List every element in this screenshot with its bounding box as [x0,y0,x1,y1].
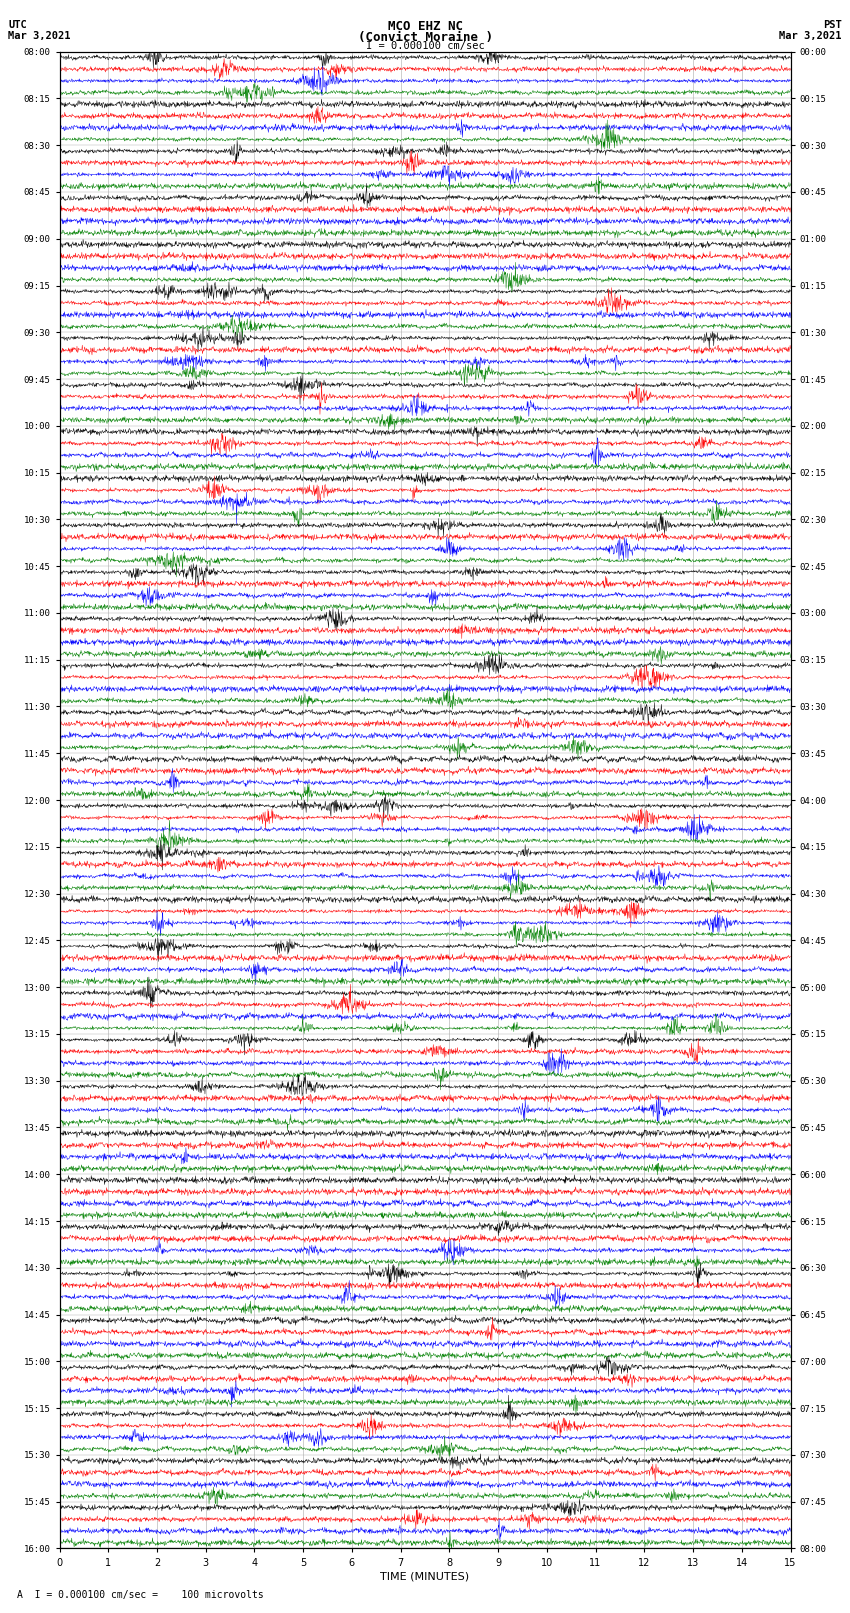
Text: A  I = 0.000100 cm/sec =    100 microvolts: A I = 0.000100 cm/sec = 100 microvolts [17,1590,264,1600]
Text: UTC: UTC [8,19,27,31]
Text: Mar 3,2021: Mar 3,2021 [8,31,71,40]
Text: (Convict Moraine ): (Convict Moraine ) [358,31,492,44]
Text: PST: PST [823,19,842,31]
X-axis label: TIME (MINUTES): TIME (MINUTES) [381,1571,469,1582]
Text: Mar 3,2021: Mar 3,2021 [779,31,842,40]
Text: I = 0.000100 cm/sec: I = 0.000100 cm/sec [366,40,484,52]
Text: MCO EHZ NC: MCO EHZ NC [388,19,462,34]
